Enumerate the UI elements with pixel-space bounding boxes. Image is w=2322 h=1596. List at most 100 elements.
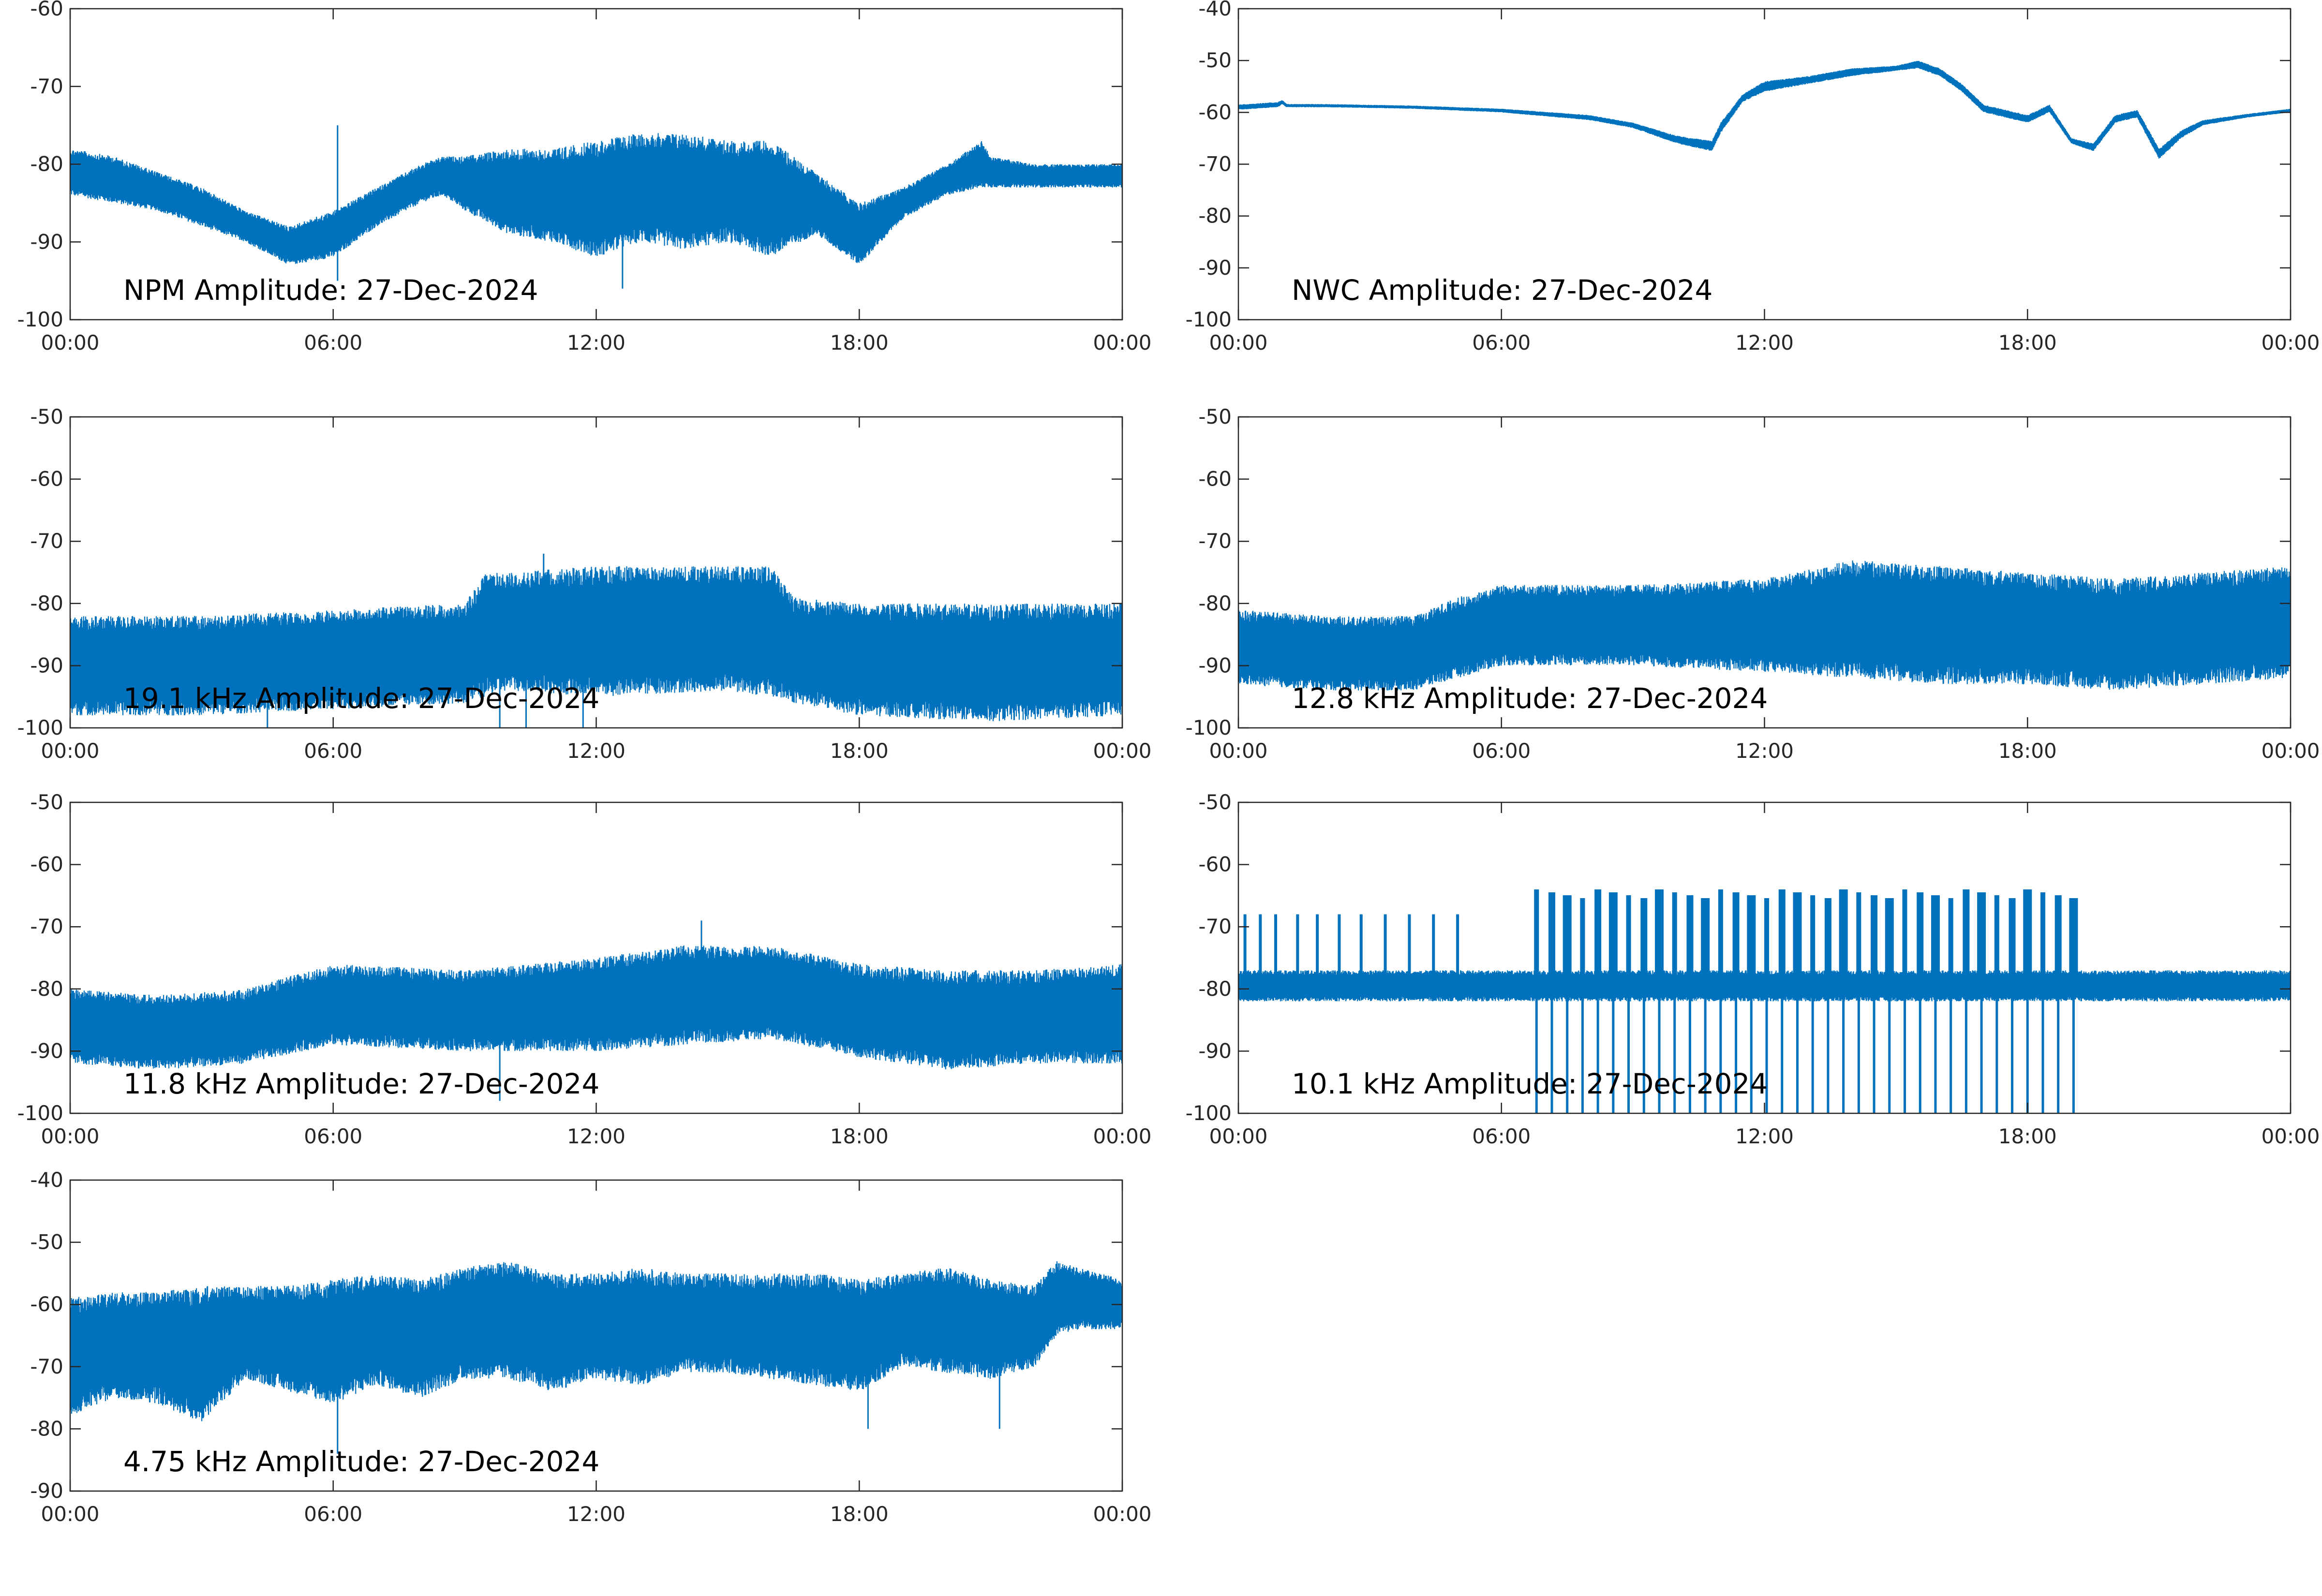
burst-mark [1948, 898, 1953, 998]
x-tick-label: 00:00 [2261, 1124, 2320, 1148]
burst-mark [2054, 895, 2062, 995]
series-band [1238, 590, 2291, 672]
y-tick-label: -40 [1198, 0, 1232, 20]
x-tick-label: 06:00 [1472, 739, 1531, 763]
x-tick-label: 12:00 [1735, 331, 1794, 355]
series-line [70, 1261, 1122, 1454]
x-tick-label: 18:00 [1998, 331, 2057, 355]
x-tick-label: 00:00 [1093, 331, 1151, 355]
x-tick-label: 00:00 [1093, 1502, 1151, 1526]
burst-mark [1701, 898, 1710, 998]
axes-box [69, 801, 1123, 1114]
y-tick-label: -80 [30, 1417, 63, 1440]
series-band [1238, 62, 2291, 156]
series-band [70, 153, 1122, 255]
burst-mark [1594, 889, 1602, 989]
x-tick-label: 06:00 [304, 1124, 362, 1148]
y-tick-label: -60 [30, 467, 63, 491]
x-tick-label: 18:00 [830, 1502, 889, 1526]
series-band [70, 969, 1122, 1051]
y-tick-label: -60 [30, 1292, 63, 1316]
burst-mark [2069, 898, 2078, 998]
burst-mark [1810, 895, 1816, 995]
burst-mark [1563, 895, 1572, 995]
burst-mark [1534, 889, 1539, 989]
y-tick-label: -100 [17, 1101, 63, 1125]
x-tick-label: 18:00 [830, 331, 889, 355]
x-tick-label: 12:00 [567, 1502, 625, 1526]
y-tick-label: -100 [17, 308, 63, 331]
y-tick-label: -60 [1198, 853, 1232, 876]
chart-panels: 00:00 06:00 12:00 18:00 00:00 -60 -70 -80 -90 -10… [17, 0, 2320, 1526]
y-tick-label: -60 [1198, 467, 1232, 491]
y-tick-label: -90 [30, 653, 63, 677]
burst-mark [1732, 892, 1740, 992]
burst-mark [1824, 898, 1831, 998]
burst-mark [1778, 889, 1786, 989]
x-tick-label: 00:00 [2261, 331, 2320, 355]
x-tick-label: 00:00 [2261, 739, 2320, 763]
x-tick-label: 06:00 [1472, 331, 1531, 355]
y-tick-label: -40 [30, 1168, 63, 1192]
panel-title: 4.75 kHz Amplitude: 27-Dec-2024 [123, 1445, 599, 1478]
y-tick-label: -70 [30, 915, 63, 938]
y-tick-label: -90 [30, 1039, 63, 1063]
panel-title: NPM Amplitude: 27-Dec-2024 [123, 274, 538, 307]
burst-mark [1655, 889, 1664, 989]
panel-title: 19.1 kHz Amplitude: 27-Dec-2024 [123, 682, 599, 715]
burst-mark [1931, 895, 1940, 995]
burst-mark [1902, 889, 1907, 989]
panel-title: 11.8 kHz Amplitude: 27-Dec-2024 [123, 1067, 599, 1100]
burst-mark [2009, 898, 2016, 998]
x-tick-label: 00:00 [1209, 331, 1267, 355]
panel-3: 00:00 06:00 12:00 18:00 00:00 -50 -60 -70 -80 -90… [17, 405, 1152, 763]
panel-title: 10.1 kHz Amplitude: 27-Dec-2024 [1292, 1067, 1768, 1100]
y-tick-label: -50 [30, 790, 63, 814]
y-tick-label: -90 [1198, 256, 1232, 280]
x-tick-label: 06:00 [304, 331, 362, 355]
x-tick-label: 00:00 [41, 331, 99, 355]
burst-mark [1686, 895, 1694, 995]
burst-mark [1917, 892, 1924, 992]
y-tick-label: -70 [1198, 152, 1232, 176]
y-tick-label: -70 [30, 74, 63, 98]
x-tick-label: 12:00 [1735, 739, 1794, 763]
y-tick-label: -80 [1198, 977, 1232, 1001]
series-line [1238, 560, 2291, 691]
panel-5: 00:00 06:00 12:00 18:00 00:00 -50 -60 -70 -80 -90… [17, 790, 1152, 1148]
x-tick-label: 00:00 [1209, 739, 1267, 763]
panel-2: 00:00 06:00 12:00 18:00 00:00 -40 -50 -60 -70 -80… [1186, 0, 2320, 355]
y-tick-label: -100 [1186, 1101, 1232, 1125]
axes-box [1237, 8, 2292, 321]
x-tick-label: 06:00 [304, 739, 362, 763]
y-tick-label: -60 [1198, 100, 1232, 124]
panel-6: 00:00 06:00 12:00 18:00 00:00 -50 -60 -70 -80 -90… [1186, 790, 2320, 1148]
y-tick-label: -60 [30, 853, 63, 876]
burst-mark [1608, 892, 1618, 992]
x-tick-label: 00:00 [41, 739, 99, 763]
y-tick-label: -80 [30, 152, 63, 176]
burst-mark [1747, 895, 1756, 995]
series-band [70, 1280, 1122, 1389]
y-tick-label: -90 [1198, 1039, 1232, 1063]
burst-mark [1672, 892, 1677, 992]
y-tick-label: -80 [1198, 591, 1232, 615]
series-band [70, 597, 1122, 692]
x-tick-label: 18:00 [830, 1124, 889, 1148]
x-tick-label: 12:00 [1735, 1124, 1794, 1148]
burst-mark [1871, 895, 1878, 995]
burst-mark [1977, 892, 1986, 992]
y-tick-label: -50 [1198, 405, 1232, 429]
x-tick-label: 06:00 [304, 1502, 362, 1526]
burst-mark [1764, 898, 1770, 998]
y-tick-label: -70 [1198, 915, 1232, 938]
x-tick-label: 00:00 [41, 1502, 99, 1526]
series-line [1238, 60, 2291, 159]
burst-mark [1839, 889, 1848, 989]
series-line [1238, 889, 2291, 1113]
y-tick-label: -50 [1198, 48, 1232, 72]
y-tick-label: -60 [30, 0, 63, 20]
burst-mark [1994, 895, 1999, 995]
x-tick-label: 00:00 [41, 1124, 99, 1148]
